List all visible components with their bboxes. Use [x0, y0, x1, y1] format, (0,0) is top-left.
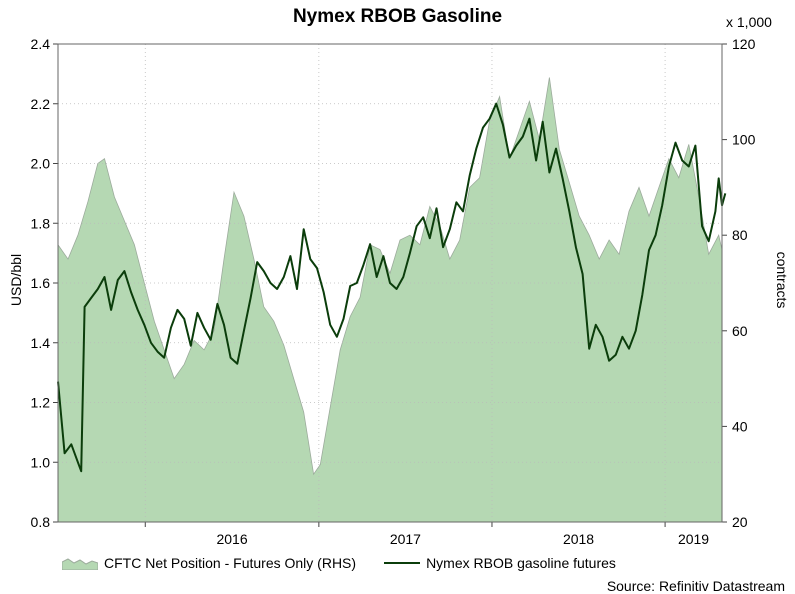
source-note: Source: Refinitiv Datastream — [606, 578, 785, 594]
right-tick-label: 60 — [732, 323, 748, 339]
x-tick-label: 2016 — [216, 531, 247, 547]
legend-item-area: CFTC Net Position - Futures Only (RHS) — [62, 555, 356, 571]
left-tick-label: 0.8 — [31, 514, 51, 530]
x-tick-label: 2017 — [390, 531, 421, 547]
legend: CFTC Net Position - Futures Only (RHS) N… — [62, 555, 644, 571]
rbob-futures-line — [57, 102, 727, 473]
left-tick-label: 1.6 — [31, 275, 51, 291]
left-tick-label: 1.2 — [31, 395, 51, 411]
right-tick-label: 80 — [732, 227, 748, 243]
left-tick-label: 1.8 — [31, 215, 51, 231]
legend-swatch-line — [384, 562, 421, 564]
left-tick-label: 2.0 — [31, 156, 51, 172]
legend-item-line: Nymex RBOB gasoline futures — [384, 555, 616, 571]
left-tick-label: 2.4 — [31, 36, 51, 52]
left-tick-label: 1.4 — [31, 335, 51, 351]
cftc-net-position-area — [57, 77, 723, 523]
legend-label-line: Nymex RBOB gasoline futures — [426, 555, 616, 571]
right-tick-label: 20 — [732, 514, 748, 530]
plot-frame — [57, 43, 723, 523]
left-tick-label: 2.2 — [31, 96, 51, 112]
x-tick-label: 2019 — [678, 531, 709, 547]
right-axis-multiplier: x 1,000 — [726, 14, 772, 30]
chart-title: Nymex RBOB Gasoline — [292, 6, 503, 27]
legend-label-area: CFTC Net Position - Futures Only (RHS) — [104, 555, 357, 571]
x-tick-label: 2018 — [563, 531, 594, 547]
right-tick-label: 40 — [732, 418, 748, 434]
right-tick-label: 100 — [732, 132, 756, 148]
legend-swatch-area — [62, 558, 98, 570]
right-tick-label: 120 — [732, 36, 756, 52]
left-tick-label: 1.0 — [31, 454, 51, 470]
